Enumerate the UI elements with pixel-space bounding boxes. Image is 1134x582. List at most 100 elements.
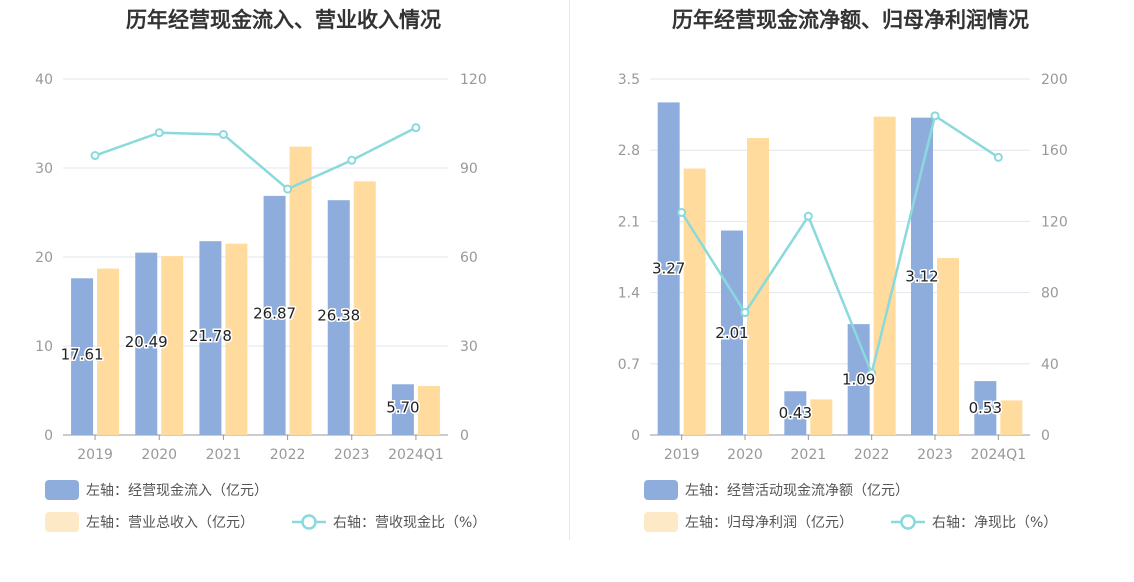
y-right-tick-label: 120 [1041,214,1068,230]
legend-item-net-cash-ratio[interactable]: 右轴：净现比（%） [891,512,1057,532]
line-point [677,208,687,217]
bar-data-label: 20.49 [125,333,168,351]
x-tick-label: 2019 [77,447,113,463]
line-point [90,151,100,161]
y-left-tick-label: 2.1 [618,214,640,230]
bar-series-b [747,137,769,435]
line-point [803,211,813,221]
legend-item-revenue-cash-ratio[interactable]: 右轴：营收现金比（%） [292,512,486,532]
y-right-tick-label: 0 [1041,428,1050,444]
y-right-tick-label: 160 [1041,143,1068,159]
bar-series-a [657,102,680,435]
legend-swatch [45,512,79,532]
legend-item-net-profit[interactable]: 左轴：归母净利润（亿元） [644,512,853,532]
y-right-tick-label: 40 [1041,357,1059,373]
x-tick-label: 2019 [664,447,700,463]
legend-label: 左轴：营业总收入（亿元） [86,515,254,531]
legend-item-net-operating-cash-flow[interactable]: 左轴：经营活动现金流净额（亿元） [644,480,909,500]
legend-swatch [644,512,678,532]
bar-series-b [810,399,833,435]
x-tick-label: 2024Q1 [388,447,444,463]
y-left-tick-label: 0 [631,428,640,444]
x-tick-label: 2022 [270,447,306,463]
legend-label: 右轴：净现比（%） [932,515,1058,531]
line-point [867,368,877,378]
bar-series-a [135,252,158,435]
y-left-tick-label: 40 [35,72,53,88]
legend-item-cash-inflow[interactable]: 左轴：经营现金流入（亿元） [45,480,268,500]
y-left-tick-label: 10 [35,339,53,355]
bar-series-a [784,391,807,435]
legend-label: 左轴：归母净利润（亿元） [685,515,853,531]
x-tick-label: 2020 [727,447,763,463]
x-tick-label: 2023 [334,447,370,463]
x-tick-label: 2021 [206,447,242,463]
bar-series-b [161,256,184,435]
bar-series-a [263,195,286,435]
bar-series-b [289,146,312,435]
bar-data-label: 3.27 [652,260,685,278]
line-point [347,155,357,165]
bar-data-label: 26.87 [253,304,296,322]
line-series [94,126,417,191]
y-right-tick-label: 120 [460,72,487,88]
bar-data-label: 0.43 [779,404,812,422]
line-point [218,129,228,139]
legend-label: 左轴：经营活动现金流净额（亿元） [685,483,909,499]
chart-title: 历年经营现金流净额、归母净利润情况 [672,8,1029,32]
bar-series-b [873,116,896,436]
bar-series-b [353,181,376,435]
y-right-tick-label: 200 [1041,72,1068,88]
bar-series-a [199,241,222,435]
legend-swatch [644,480,678,500]
legend-item-revenue[interactable]: 左轴：营业总收入（亿元） [45,512,254,532]
bar-series-b [683,168,706,435]
legend-line-marker-icon [891,514,925,530]
line-point [930,111,940,121]
bar-data-label: 5.70 [386,399,419,417]
bar-series-a [974,381,997,435]
y-left-tick-label: 0 [44,428,53,444]
bar-data-label: 0.53 [969,399,1002,417]
line-point [993,152,1003,162]
bar-series-b [1000,400,1023,435]
y-right-tick-label: 30 [460,339,478,355]
line-series [680,113,1000,378]
chart-panel-right: 历年经营现金流净额、归母净利润情况 0 0.7 1.4 2.1 2.8 3.5 0 40 80 1… [567,0,1134,582]
y-right-tick-label: 90 [460,161,478,177]
bar-data-label: 21.78 [189,327,232,345]
legend-swatch [45,480,79,500]
y-right-tick-label: 0 [460,428,469,444]
bar-data-label: 1.09 [842,371,875,389]
bar-series-b [937,258,959,435]
bar-series-b [97,268,120,435]
chart-title: 历年经营现金流入、营业收入情况 [126,8,441,32]
bar-series-a [911,117,933,435]
legend-label: 右轴：营收现金比（%） [333,515,487,531]
bar-data-label: 26.38 [317,307,360,325]
line-point [283,184,293,194]
y-right-tick-label: 60 [460,250,478,266]
chart-plot: 0 0.7 1.4 2.1 2.8 3.5 0 40 80 120 160 200 2019 2020 20… [618,72,1068,463]
bar-data-label: 2.01 [715,324,748,342]
bar-series-a [71,278,94,435]
bar-series-a [327,200,350,435]
panel-divider [569,0,570,540]
bar-series-a [391,384,414,435]
x-tick-label: 2024Q1 [971,447,1027,463]
chart-panel-left: 历年经营现金流入、营业收入情况 0 10 20 30 40 0 30 60 90 120 2019 2… [35,8,487,532]
legend-line-marker-icon [292,514,326,530]
line-point [411,123,421,133]
chart-plot: 0 10 20 30 40 0 30 60 90 120 2019 2020 2021 2022 2023 2… [35,72,487,463]
x-tick-label: 2022 [854,447,890,463]
bar-series-b [225,243,248,435]
y-left-tick-label: 3.5 [618,72,640,88]
x-tick-label: 2021 [791,447,827,463]
y-left-tick-label: 30 [35,161,53,177]
x-tick-label: 2023 [917,447,953,463]
y-left-tick-label: 2.8 [618,143,640,159]
line-point [154,128,164,138]
bar-series-b [417,386,440,435]
bar-data-label: 17.61 [61,346,104,364]
x-tick-label: 2020 [141,447,177,463]
